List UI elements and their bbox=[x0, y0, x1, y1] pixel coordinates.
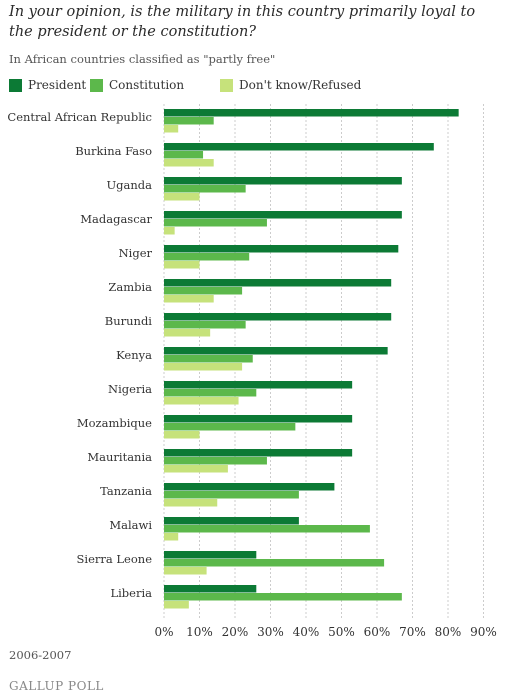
bar-president bbox=[164, 415, 353, 423]
category-label: Niger bbox=[119, 246, 153, 260]
legend-swatch-president bbox=[9, 79, 22, 92]
category-label: Tanzania bbox=[100, 484, 152, 498]
category-label: Malawi bbox=[109, 518, 152, 532]
category-label: Madagascar bbox=[80, 212, 152, 226]
x-tick-label: 0% bbox=[154, 625, 173, 639]
bar-constitution bbox=[164, 253, 250, 261]
bar-president bbox=[164, 483, 335, 491]
bar-constitution bbox=[164, 389, 257, 397]
x-tick-label: 40% bbox=[293, 625, 320, 639]
bar-president bbox=[164, 279, 392, 287]
category-label: Liberia bbox=[110, 586, 152, 600]
bar-don-t-know-refused bbox=[164, 431, 200, 439]
bar-constitution bbox=[164, 423, 296, 431]
bar-don-t-know-refused bbox=[164, 227, 175, 235]
legend-swatch-constitution bbox=[90, 79, 103, 92]
bar-president bbox=[164, 143, 434, 151]
category-label: Sierra Leone bbox=[77, 552, 153, 566]
bar-president bbox=[164, 313, 392, 321]
bar-constitution bbox=[164, 219, 267, 227]
bar-don-t-know-refused bbox=[164, 329, 211, 337]
x-tick-label: 50% bbox=[328, 625, 355, 639]
bar-president bbox=[164, 551, 257, 559]
legend-label-constitution: Constitution bbox=[109, 78, 185, 92]
x-tick-label: 90% bbox=[470, 625, 497, 639]
gallup-poll-logo: GALLUP POLL bbox=[9, 679, 104, 693]
bar-president bbox=[164, 585, 257, 593]
category-label: Burundi bbox=[105, 314, 153, 328]
bar-president bbox=[164, 245, 399, 253]
category-label: Mozambique bbox=[77, 416, 152, 430]
bar-don-t-know-refused bbox=[164, 193, 200, 201]
bar-constitution bbox=[164, 491, 299, 499]
bar-don-t-know-refused bbox=[164, 261, 200, 269]
bar-don-t-know-refused bbox=[164, 159, 214, 167]
bar-constitution bbox=[164, 185, 246, 193]
bar-constitution bbox=[164, 593, 402, 601]
legend-swatch-dont-know bbox=[220, 79, 233, 92]
bar-don-t-know-refused bbox=[164, 465, 228, 473]
bar-don-t-know-refused bbox=[164, 499, 218, 507]
bar-chart: 0% 10% 20% 30% 40% 50% 60% 70% 80% 90% Central Afr… bbox=[7, 104, 497, 639]
category-label: Mauritania bbox=[87, 450, 152, 464]
category-label: Burkina Faso bbox=[75, 144, 152, 158]
category-label: Zambia bbox=[108, 280, 152, 294]
bar-constitution bbox=[164, 151, 204, 159]
bar-don-t-know-refused bbox=[164, 363, 243, 371]
legend-label-president: President bbox=[28, 78, 87, 92]
bar-president bbox=[164, 381, 353, 389]
date-range: 2006-2007 bbox=[9, 648, 72, 662]
bar-constitution bbox=[164, 525, 370, 533]
bar-don-t-know-refused bbox=[164, 567, 207, 575]
bar-constitution bbox=[164, 117, 214, 125]
category-label: Nigeria bbox=[108, 382, 152, 396]
bar-don-t-know-refused bbox=[164, 533, 179, 541]
x-tick-label: 80% bbox=[435, 625, 462, 639]
category-label: Uganda bbox=[106, 178, 152, 192]
bar-president bbox=[164, 449, 353, 457]
bar-constitution bbox=[164, 321, 246, 329]
bar-president bbox=[164, 517, 299, 525]
bar-president bbox=[164, 211, 402, 219]
bar-president bbox=[164, 177, 402, 185]
bar-president bbox=[164, 347, 388, 355]
x-tick-label: 70% bbox=[399, 625, 426, 639]
legend-label-dont-know: Don't know/Refused bbox=[239, 78, 362, 92]
category-label: Kenya bbox=[116, 348, 152, 362]
bar-don-t-know-refused bbox=[164, 295, 214, 303]
x-tick-label: 10% bbox=[186, 625, 213, 639]
bar-don-t-know-refused bbox=[164, 125, 179, 133]
x-tick-label: 60% bbox=[364, 625, 391, 639]
bar-don-t-know-refused bbox=[164, 601, 189, 609]
x-tick-label: 30% bbox=[257, 625, 284, 639]
bar-constitution bbox=[164, 559, 385, 567]
bar-constitution bbox=[164, 287, 243, 295]
category-label: Central African Republic bbox=[7, 110, 152, 124]
bar-president bbox=[164, 109, 459, 117]
chart-title: In your opinion, is the military in this… bbox=[9, 4, 476, 40]
bar-constitution bbox=[164, 355, 253, 363]
bar-don-t-know-refused bbox=[164, 397, 239, 405]
bar-constitution bbox=[164, 457, 267, 465]
x-tick-label: 20% bbox=[222, 625, 249, 639]
chart-subtitle: In African countries classified as "part… bbox=[9, 52, 276, 66]
